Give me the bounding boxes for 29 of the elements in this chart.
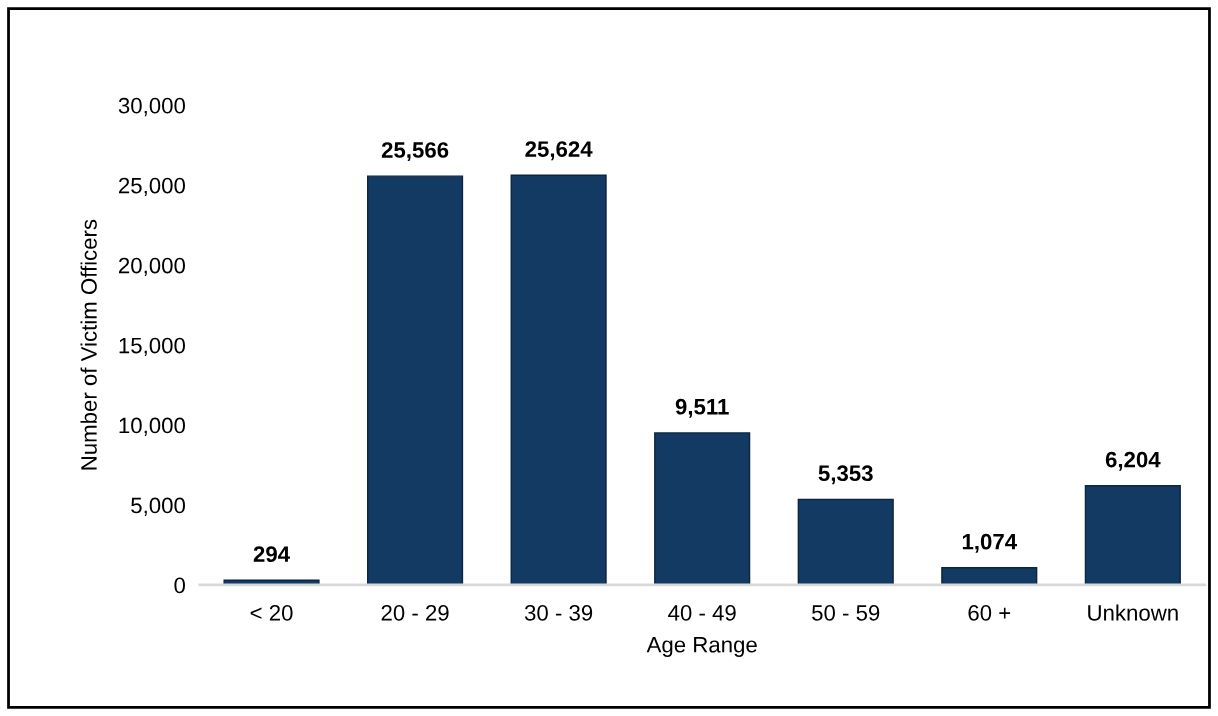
y-tick-label: 15,000	[119, 337, 185, 357]
x-tick-label: 50 - 59	[812, 605, 880, 621]
x-tick-label: 60 +	[968, 605, 1011, 621]
x-tick-label: 40 - 49	[668, 605, 736, 621]
bar	[367, 175, 464, 585]
data-label: 1,074	[962, 533, 1017, 553]
x-tick-label: Unknown	[1088, 604, 1178, 621]
y-tick-label: 0	[174, 577, 185, 594]
y-tick-label: 25,000	[119, 177, 185, 197]
y-tick-label: 30,000	[118, 97, 185, 117]
bar	[654, 432, 751, 585]
y-tick-label: 10,000	[119, 417, 185, 436]
bar	[797, 498, 894, 585]
x-axis-title: Age Range	[646, 637, 757, 657]
bar	[510, 174, 607, 585]
data-label: 5,353	[818, 465, 873, 485]
x-tick-label: 30 - 39	[524, 605, 593, 621]
y-axis-title: Number of Victim Officers	[80, 219, 97, 470]
data-label: 294	[253, 546, 290, 562]
x-tick-label: 20 - 29	[381, 605, 449, 621]
data-label: 25,566	[381, 142, 449, 162]
data-label: 9,511	[675, 398, 729, 418]
data-label: 6,204	[1105, 451, 1161, 471]
x-tick-label: < 20	[250, 605, 293, 621]
bar	[1084, 485, 1181, 585]
data-label: 25,624	[525, 141, 593, 161]
y-tick-label: 20,000	[119, 257, 185, 277]
bar	[941, 567, 1038, 585]
y-tick-label: 5,000	[131, 497, 185, 516]
